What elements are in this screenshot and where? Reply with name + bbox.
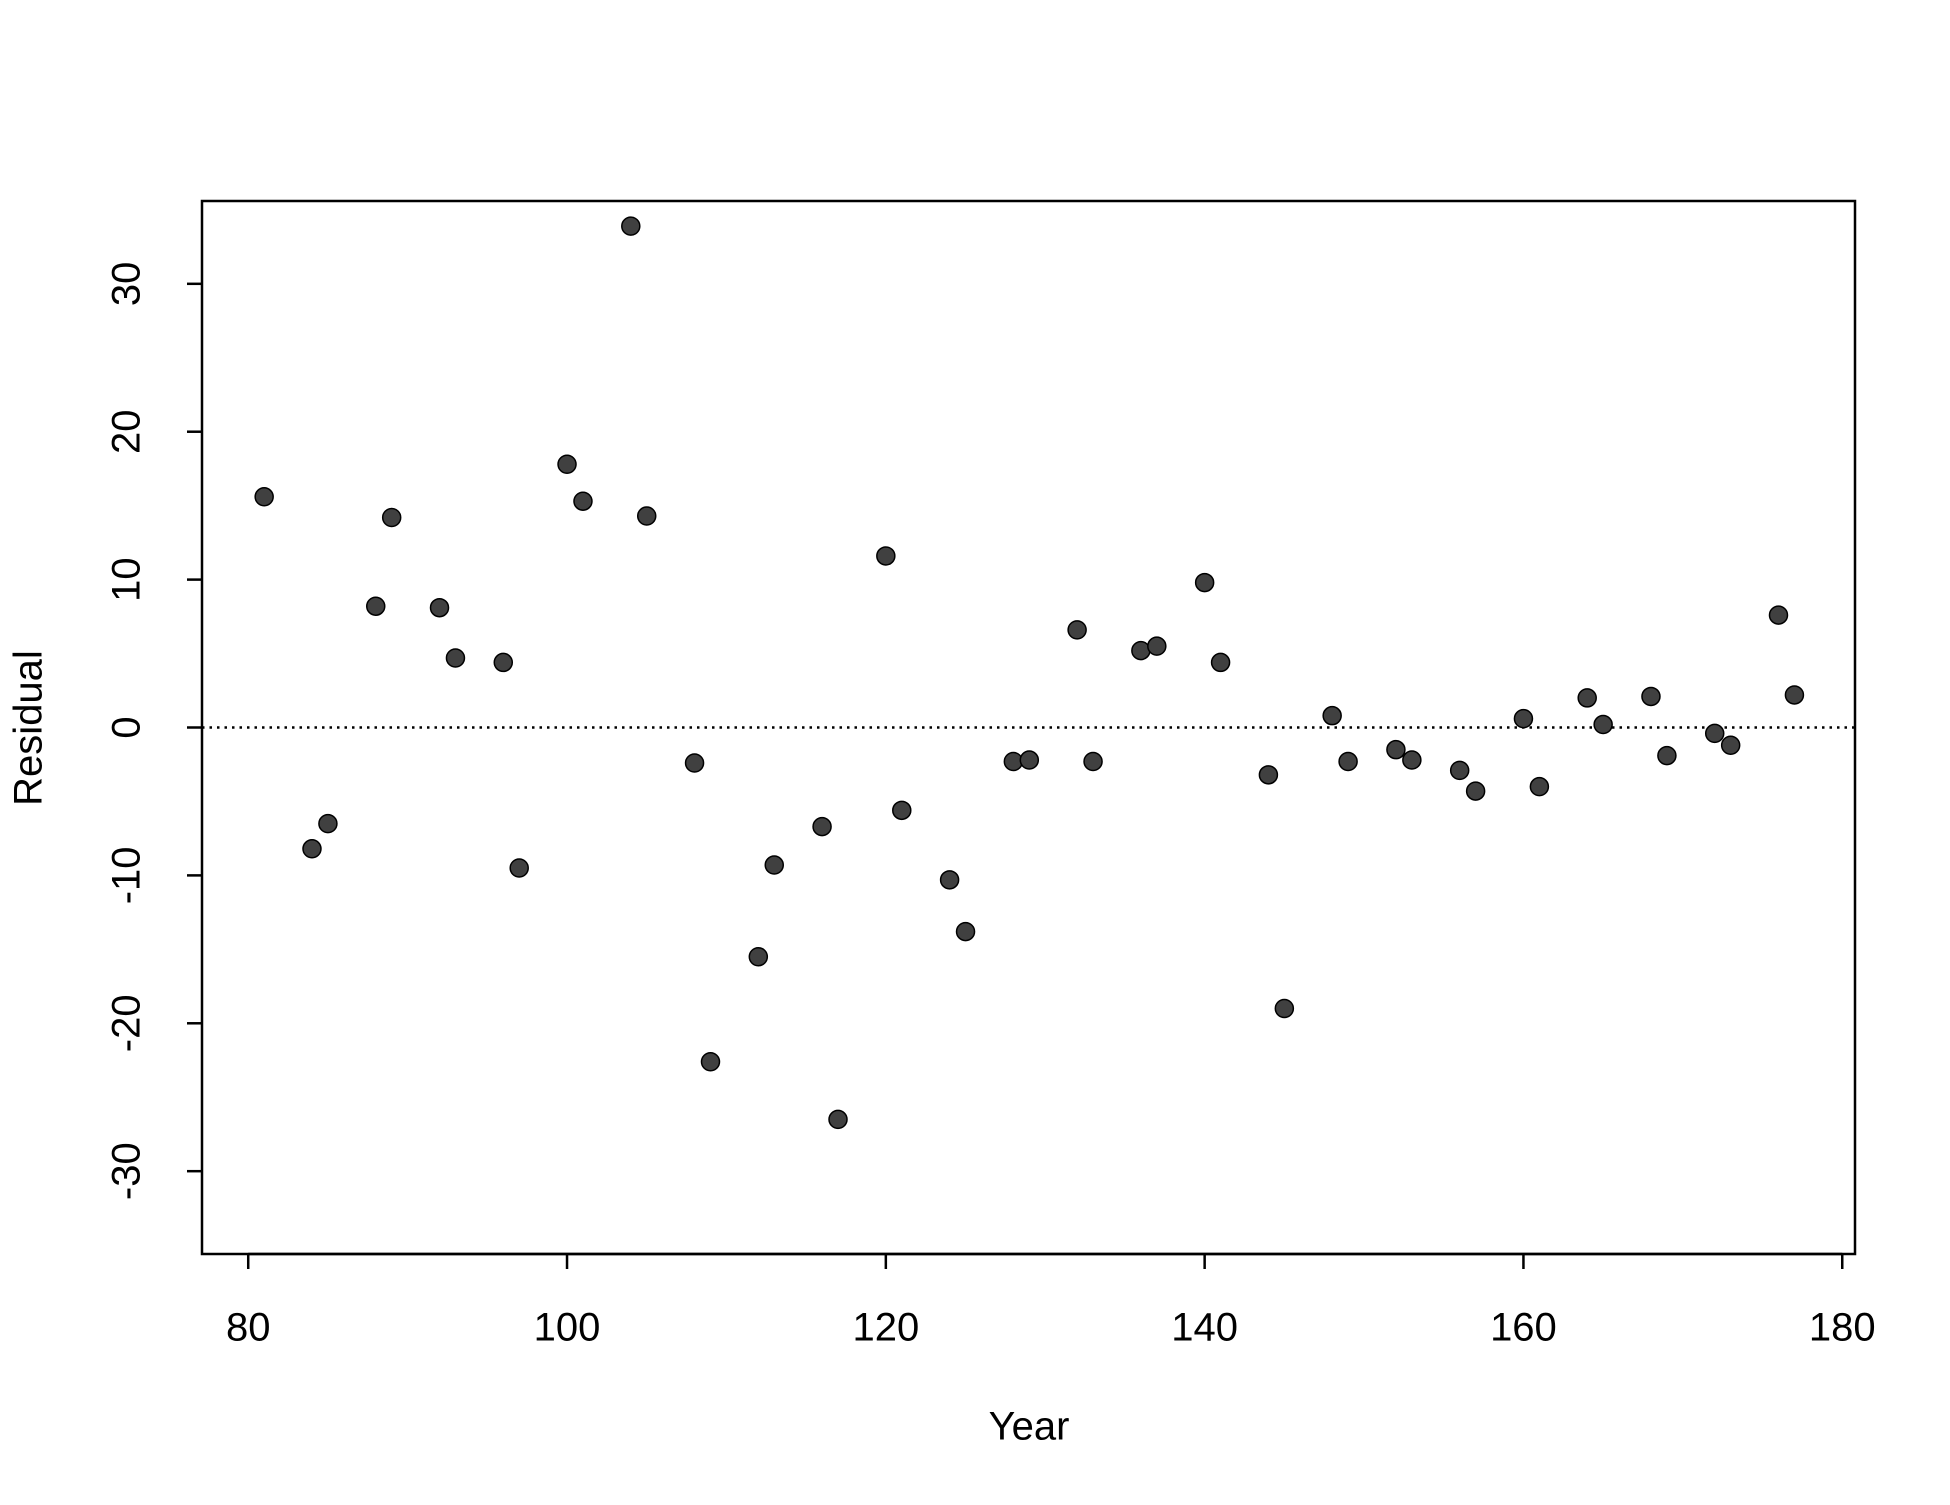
y-tick-label: -30 (105, 1142, 149, 1200)
point (1147, 636, 1167, 656)
point (1338, 751, 1358, 772)
point (1513, 708, 1534, 729)
y-tick-label: -10 (105, 846, 149, 904)
x-tick-label: 80 (226, 1306, 271, 1350)
point (1449, 760, 1470, 781)
point (254, 487, 274, 507)
point (621, 216, 641, 236)
point (684, 753, 705, 773)
point (748, 946, 769, 967)
point (1529, 776, 1550, 797)
point (939, 870, 960, 890)
point (365, 596, 386, 616)
point (828, 1109, 848, 1130)
point (557, 454, 577, 474)
point (1593, 714, 1613, 735)
point (1704, 723, 1725, 744)
point (955, 921, 976, 942)
x-tick-label: 140 (1171, 1306, 1238, 1350)
x-axis-label: Year (989, 1405, 1070, 1449)
point (812, 816, 832, 837)
point (1194, 572, 1215, 593)
x-tick-label: 160 (1490, 1306, 1557, 1350)
point (1768, 605, 1789, 625)
point (493, 652, 514, 673)
point (318, 813, 338, 834)
point (1465, 781, 1486, 801)
point (1083, 751, 1103, 772)
point (302, 839, 322, 859)
point (636, 506, 657, 526)
x-tick-label: 180 (1809, 1306, 1876, 1350)
x-tick-label: 120 (852, 1306, 919, 1350)
point (573, 491, 593, 511)
y-tick-label: 10 (105, 557, 149, 602)
y-tick-label: -20 (105, 994, 149, 1052)
y-tick-label: 0 (105, 716, 149, 738)
y-tick-label: 20 (105, 409, 149, 454)
point (1258, 765, 1279, 785)
point (509, 858, 529, 878)
y-axis-label: Residual (7, 650, 51, 806)
point (764, 855, 785, 875)
point (1274, 998, 1295, 1019)
point (1003, 751, 1024, 772)
point (1210, 652, 1231, 673)
point (1386, 739, 1406, 760)
point (1720, 735, 1741, 755)
point (1657, 745, 1677, 766)
point (1402, 750, 1422, 770)
point (1131, 640, 1151, 661)
point (892, 800, 912, 821)
point (429, 597, 450, 618)
point (700, 1051, 721, 1072)
point (1577, 688, 1597, 708)
y-tick-label: 30 (105, 262, 149, 307)
point (445, 648, 466, 668)
point (381, 507, 402, 528)
point (1067, 620, 1087, 640)
x-tick-label: 100 (534, 1306, 601, 1350)
point (1019, 750, 1040, 770)
point (1322, 705, 1342, 726)
point (1641, 686, 1661, 707)
point (1784, 685, 1805, 705)
point (876, 546, 896, 566)
